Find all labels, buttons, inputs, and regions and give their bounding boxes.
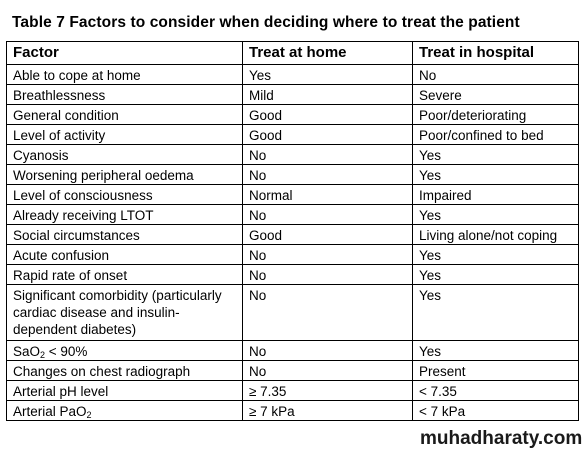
table-row: Worsening peripheral oedema No Yes (6, 164, 579, 185)
header-factor: Factor (6, 41, 243, 65)
table-row: Able to cope at home Yes No (6, 64, 579, 85)
hospital-cell: Yes (412, 264, 579, 285)
home-cell: Good (242, 224, 413, 245)
factor-cell: Breathlessness (6, 84, 243, 105)
table-row: Cyanosis No Yes (6, 144, 579, 165)
home-cell: Normal (242, 184, 413, 205)
hospital-cell: < 7 kPa (412, 400, 579, 421)
home-cell: No (242, 144, 413, 165)
home-cell: No (242, 284, 413, 341)
factor-cell: Rapid rate of onset (6, 264, 243, 285)
factors-table: Factor Treat at home Treat in hospital A… (6, 41, 579, 421)
table-title: Table 7 Factors to consider when decidin… (12, 14, 520, 31)
table-row: Rapid rate of onset No Yes (6, 264, 579, 285)
factor-main: SaO (13, 344, 41, 359)
factor-subscript: 2 (86, 410, 92, 420)
home-cell: No (242, 360, 413, 381)
home-cell: No (242, 164, 413, 185)
hospital-cell: Living alone/not coping (412, 224, 579, 245)
hospital-cell: Yes (412, 244, 579, 265)
hospital-cell: Yes (412, 284, 579, 341)
hospital-cell: Yes (412, 144, 579, 165)
home-cell: No (242, 264, 413, 285)
factor-cell: Able to cope at home (6, 64, 243, 85)
hospital-cell: No (412, 64, 579, 85)
home-cell: Good (242, 104, 413, 125)
hospital-cell: Yes (412, 340, 579, 361)
factor-cell: Cyanosis (6, 144, 243, 165)
table-row: General condition Good Poor/deterioratin… (6, 104, 579, 125)
hospital-cell: Severe (412, 84, 579, 105)
home-cell: Yes (242, 64, 413, 85)
hospital-cell: Present (412, 360, 579, 381)
table-row: SaO2 < 90% No Yes (6, 340, 579, 361)
home-cell: No (242, 340, 413, 361)
factor-cell: Acute confusion (6, 244, 243, 265)
hospital-cell: Impaired (412, 184, 579, 205)
table-row: Breathlessness Mild Severe (6, 84, 579, 105)
header-row: Factor Treat at home Treat in hospital (6, 41, 579, 65)
home-cell: No (242, 244, 413, 265)
home-cell: ≥ 7 kPa (242, 400, 413, 421)
home-cell: ≥ 7.35 (242, 380, 413, 401)
factor-cell: Arterial pH level (6, 380, 243, 401)
table-row: Significant comorbidity (particularly ca… (6, 284, 579, 341)
factor-cell: Level of activity (6, 124, 243, 145)
header-treat-in-hospital: Treat in hospital (412, 41, 579, 65)
table-row: Social circumstances Good Living alone/n… (6, 224, 579, 245)
header-treat-at-home: Treat at home (242, 41, 413, 65)
table-row: Acute confusion No Yes (6, 244, 579, 265)
home-cell: No (242, 204, 413, 225)
factor-cell: General condition (6, 104, 243, 125)
table-row: Arterial pH level ≥ 7.35 < 7.35 (6, 380, 579, 401)
table-row: Level of activity Good Poor/confined to … (6, 124, 579, 145)
factor-cell: Arterial PaO2 (6, 400, 243, 421)
table-row: Changes on chest radiograph No Present (6, 360, 579, 381)
hospital-cell: Poor/confined to bed (412, 124, 579, 145)
factor-cell: Level of consciousness (6, 184, 243, 205)
factor-cell: Social circumstances (6, 224, 243, 245)
table-row: Arterial PaO2 ≥ 7 kPa < 7 kPa (6, 400, 579, 421)
table-row: Level of consciousness Normal Impaired (6, 184, 579, 205)
table-row: Already receiving LTOT No Yes (6, 204, 579, 225)
factor-cell: Worsening peripheral oedema (6, 164, 243, 185)
hospital-cell: < 7.35 (412, 380, 579, 401)
factor-cell: Significant comorbidity (particularly ca… (6, 284, 243, 341)
factor-cell: Already receiving LTOT (6, 204, 243, 225)
factor-cell: SaO2 < 90% (6, 340, 243, 361)
factor-cell: Changes on chest radiograph (6, 360, 243, 381)
factor-main: Arterial PaO (13, 404, 87, 419)
home-cell: Mild (242, 84, 413, 105)
home-cell: Good (242, 124, 413, 145)
factor-tail: < 90% (45, 344, 88, 359)
hospital-cell: Poor/deteriorating (412, 104, 579, 125)
hospital-cell: Yes (412, 204, 579, 225)
watermark: muhadharaty.com (418, 428, 585, 450)
factor-subscript: 2 (40, 350, 46, 360)
hospital-cell: Yes (412, 164, 579, 185)
